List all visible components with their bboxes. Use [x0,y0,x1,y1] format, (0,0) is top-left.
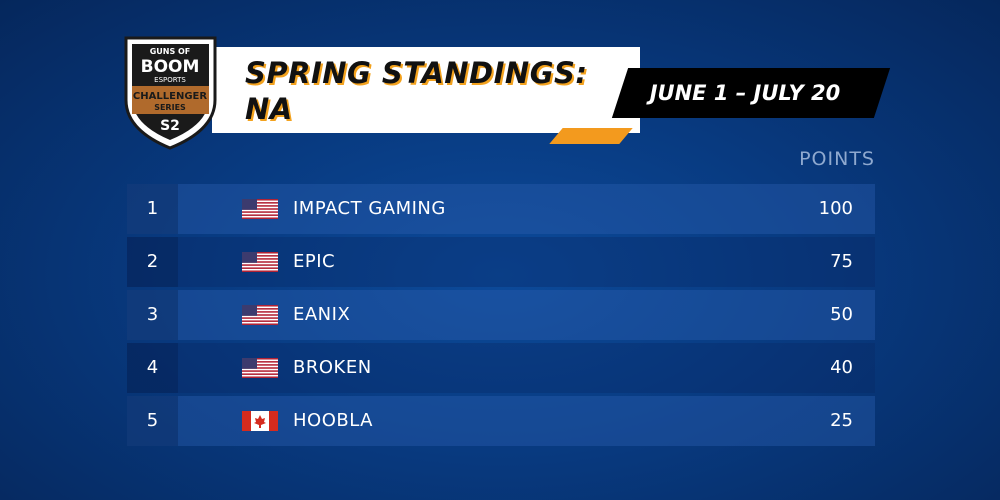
team: EPIC [293,251,336,272]
flag-us [242,199,278,219]
accent-stripe [549,128,633,144]
table-row: 2 EPIC 75 [127,237,875,287]
rank: 1 [146,198,159,219]
rank-cell [127,396,178,446]
points: 50 [830,304,853,325]
title: SPRING STANDINGS: [245,56,588,90]
points: 100 [818,198,853,219]
team: HOOBLA [293,410,373,431]
logo-text: BOOM [141,57,200,77]
logo-text: S2 [160,118,180,134]
points: 25 [830,410,853,431]
column-header: POINTS [799,148,875,170]
table-row: 5 HOOBLA 25 [127,396,875,446]
team: EANIX [293,304,351,325]
logo-text: CHALLENGER [133,91,207,102]
dates: JUNE 1 – JULY 20 [649,81,841,105]
logo: GUNS OF BOOM ESPORTS CHALLENGER SERIES S… [124,36,217,150]
rank-cell [127,184,178,234]
team: BROKEN [293,357,372,378]
rank: 3 [146,304,159,325]
table-row: 1 IMPACT GAMING 100 [127,184,875,234]
flag-us [242,252,278,272]
table-row: 4 BROKEN 40 [127,343,875,393]
logo-text: ESPORTS [154,76,186,84]
rank: 5 [146,410,159,431]
table-row: 3 EANIX 50 [127,290,875,340]
title-banner [212,47,640,133]
flag-us [242,358,278,378]
rank-cell [127,343,178,393]
rank: 2 [146,251,159,272]
title: NA [245,92,293,126]
logo-text: GUNS OF [150,47,191,56]
points: 40 [830,357,853,378]
flag-ca [242,411,278,431]
team: IMPACT GAMING [293,198,446,219]
flag-us [242,305,278,325]
logo-text: SERIES [154,103,186,112]
points: 75 [830,251,853,272]
rank-cell [127,290,178,340]
rank: 4 [146,357,159,378]
rank-cell [127,237,178,287]
